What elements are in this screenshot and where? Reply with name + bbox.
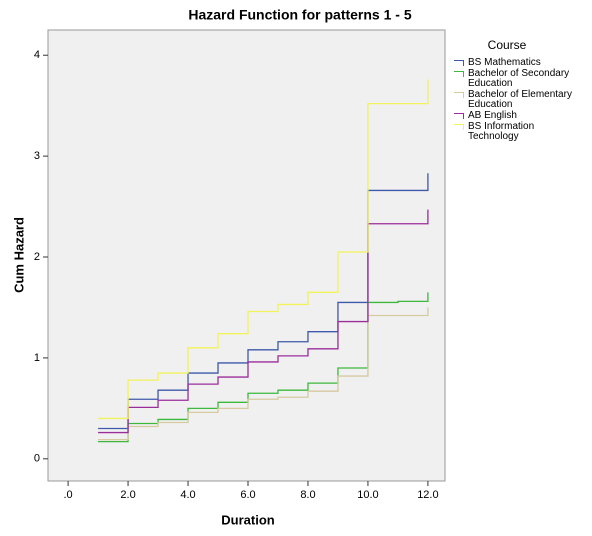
legend-label: BS Mathematics xyxy=(468,57,541,68)
x-axis-label: Duration xyxy=(221,512,275,527)
legend-entry: Bachelor of Secondary Education xyxy=(454,69,590,89)
legend-entry: BS Mathematics xyxy=(454,58,590,68)
legend-label: Bachelor of Elementary Education xyxy=(468,89,572,110)
x-tick-label: 6.0 xyxy=(240,489,255,501)
legend-swatch xyxy=(454,92,464,98)
x-tick-label: 4.0 xyxy=(180,489,195,501)
x-tick-label: .0 xyxy=(63,489,72,501)
y-axis-label: Cum Hazard xyxy=(11,217,26,293)
legend-entry: Bachelor of Elementary Education xyxy=(454,90,590,110)
y-tick-label: 1 xyxy=(34,352,40,364)
legend-swatch xyxy=(454,71,464,77)
chart-title: Hazard Function for patterns 1 - 5 xyxy=(188,7,411,23)
legend-label: Bachelor of Secondary Education xyxy=(468,68,570,89)
legend-entry: AB English xyxy=(454,111,590,121)
y-tick-label: 0 xyxy=(34,453,40,465)
legend: Course BS Mathematics Bachelor of Seconda… xyxy=(454,38,590,143)
step-line xyxy=(98,307,429,441)
legend-label: BS Information Technology xyxy=(468,121,535,142)
y-tick-label: 3 xyxy=(34,150,40,162)
step-line xyxy=(98,292,429,443)
legend-swatch xyxy=(454,124,464,130)
legend-label: AB English xyxy=(468,110,517,121)
legend-entry: BS Information Technology xyxy=(454,122,590,142)
y-tick-label: 2 xyxy=(34,251,40,263)
step-line xyxy=(98,79,429,420)
legend-swatch xyxy=(454,60,464,66)
step-line xyxy=(98,209,429,434)
legend-title: Course xyxy=(487,38,527,52)
plot-area xyxy=(47,29,446,482)
legend-swatch xyxy=(454,113,464,119)
x-tick-label: 8.0 xyxy=(300,489,315,501)
x-tick-label: 2.0 xyxy=(120,489,135,501)
x-tick-label: 12.0 xyxy=(417,489,438,501)
y-tick-label: 4 xyxy=(34,49,40,61)
x-tick-label: 10.0 xyxy=(357,489,378,501)
